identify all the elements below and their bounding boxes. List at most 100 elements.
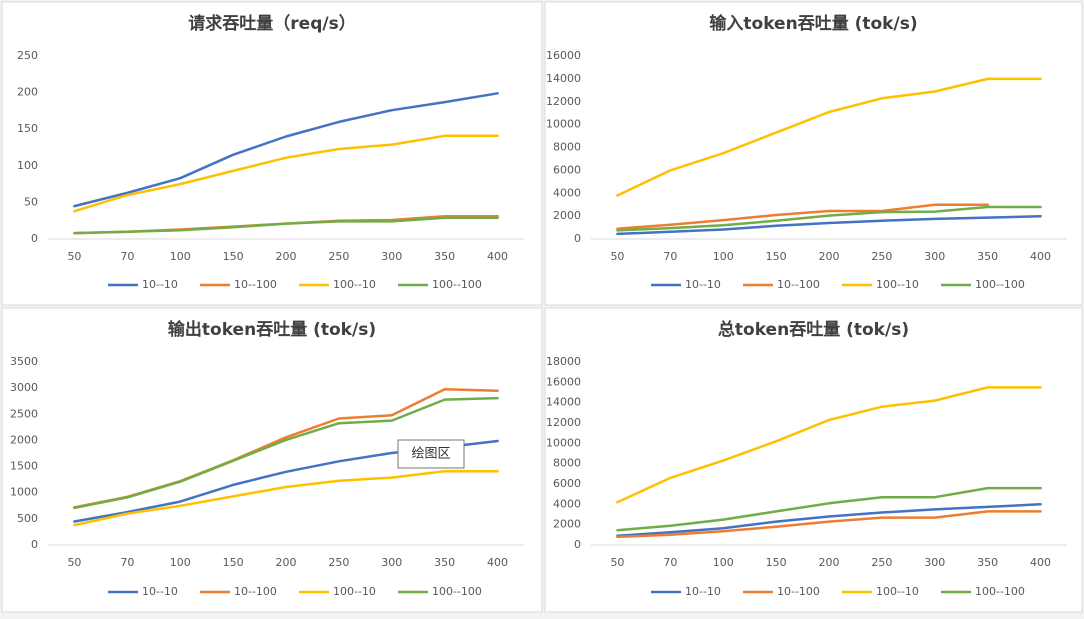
legend-label: 100--10 bbox=[876, 278, 919, 291]
x-tick-label: 70 bbox=[663, 556, 677, 569]
x-tick-label: 350 bbox=[977, 250, 998, 263]
x-tick-label: 300 bbox=[381, 250, 402, 263]
y-tick-label: 12000 bbox=[546, 95, 581, 108]
y-tick-label: 50 bbox=[24, 195, 38, 208]
y-tick-label: 2000 bbox=[10, 433, 38, 446]
y-tick-label: 2000 bbox=[553, 209, 581, 222]
legend-label: 100--100 bbox=[975, 585, 1025, 598]
legend-label: 10--100 bbox=[777, 278, 820, 291]
x-tick-label: 250 bbox=[871, 250, 892, 263]
x-tick-label: 50 bbox=[610, 250, 624, 263]
legend-label: 10--10 bbox=[685, 585, 721, 598]
y-tick-label: 150 bbox=[17, 122, 38, 135]
y-tick-label: 16000 bbox=[546, 49, 581, 62]
y-tick-label: 10000 bbox=[546, 436, 581, 449]
x-tick-label: 250 bbox=[328, 556, 349, 569]
y-tick-label: 16000 bbox=[546, 375, 581, 388]
y-tick-label: 1000 bbox=[10, 486, 38, 499]
chart-title: 输入token吞吐量 (tok/s) bbox=[709, 13, 917, 34]
series-line bbox=[616, 77, 1042, 197]
x-tick-label: 100 bbox=[713, 250, 734, 263]
x-tick-label: 200 bbox=[276, 250, 297, 263]
y-tick-label: 3500 bbox=[10, 355, 38, 368]
legend-label: 100--10 bbox=[333, 585, 376, 598]
chart-panel: 输入token吞吐量 (tok/s) 0 2000 4000 6000 8000 10000… bbox=[544, 1, 1083, 306]
x-tick-label: 70 bbox=[663, 250, 677, 263]
tooltip-box bbox=[397, 439, 465, 469]
legend-label: 100--100 bbox=[975, 278, 1025, 291]
series-line bbox=[616, 503, 1042, 538]
series-line bbox=[73, 216, 499, 235]
series-line bbox=[616, 205, 1042, 232]
y-tick-label: 2000 bbox=[553, 518, 581, 531]
chart-panel: 总token吞吐量 (tok/s) 0 2000 4000 6000 8000 10000 1… bbox=[544, 307, 1083, 613]
x-tick-label: 150 bbox=[766, 556, 787, 569]
y-tick-label: 0 bbox=[574, 232, 581, 245]
y-tick-label: 0 bbox=[574, 538, 581, 551]
legend-label: 100--100 bbox=[432, 585, 482, 598]
y-tick-label: 14000 bbox=[546, 72, 581, 85]
x-tick-label: 300 bbox=[924, 556, 945, 569]
x-tick-label: 350 bbox=[434, 556, 455, 569]
y-tick-label: 18000 bbox=[546, 355, 581, 368]
x-tick-label: 400 bbox=[1030, 556, 1051, 569]
chart-title: 输出token吞吐量 (tok/s) bbox=[168, 319, 376, 340]
y-tick-label: 2500 bbox=[10, 407, 38, 420]
series-line bbox=[616, 203, 989, 230]
x-tick-label: 400 bbox=[487, 556, 508, 569]
x-tick-label: 150 bbox=[223, 556, 244, 569]
series-line bbox=[616, 214, 1042, 236]
x-tick-label: 400 bbox=[487, 250, 508, 263]
tooltip-text: 绘图区 bbox=[411, 447, 450, 462]
legend-label: 10--10 bbox=[142, 585, 178, 598]
x-tick-label: 100 bbox=[170, 556, 191, 569]
legend-label: 100--10 bbox=[876, 585, 919, 598]
y-tick-label: 8000 bbox=[553, 141, 581, 154]
y-tick-label: 10000 bbox=[546, 118, 581, 131]
x-tick-label: 300 bbox=[924, 250, 945, 263]
x-tick-label: 50 bbox=[610, 556, 624, 569]
y-tick-label: 250 bbox=[17, 49, 38, 62]
x-tick-label: 50 bbox=[67, 250, 81, 263]
x-tick-label: 300 bbox=[381, 556, 402, 569]
panel-background bbox=[544, 1, 1083, 306]
y-tick-label: 4000 bbox=[553, 497, 581, 510]
y-tick-label: 8000 bbox=[553, 457, 581, 470]
legend-label: 10--100 bbox=[234, 585, 277, 598]
y-tick-label: 14000 bbox=[546, 396, 581, 409]
series-line bbox=[616, 510, 1042, 539]
x-tick-label: 350 bbox=[434, 250, 455, 263]
x-tick-label: 250 bbox=[328, 250, 349, 263]
panel-background bbox=[1, 1, 543, 306]
x-tick-label: 150 bbox=[223, 250, 244, 263]
y-tick-label: 3000 bbox=[10, 381, 38, 394]
y-tick-label: 12000 bbox=[546, 416, 581, 429]
chart-title: 请求吞吐量（req/s） bbox=[188, 13, 355, 34]
chart-panel: 输出token吞吐量 (tok/s) 0 500 1000 1500 2000 2500 30… bbox=[1, 307, 543, 613]
x-tick-label: 200 bbox=[819, 250, 840, 263]
y-tick-label: 200 bbox=[17, 86, 38, 99]
x-tick-label: 100 bbox=[713, 556, 734, 569]
series-line bbox=[616, 386, 1042, 504]
x-tick-label: 200 bbox=[276, 556, 297, 569]
legend-label: 10--10 bbox=[142, 278, 178, 291]
x-tick-label: 100 bbox=[170, 250, 191, 263]
chart-title: 总token吞吐量 (tok/s) bbox=[718, 319, 909, 340]
legend-label: 100--100 bbox=[432, 278, 482, 291]
series-line bbox=[73, 134, 499, 213]
y-tick-label: 6000 bbox=[553, 477, 581, 490]
legend-label: 100--10 bbox=[333, 278, 376, 291]
x-tick-label: 250 bbox=[871, 556, 892, 569]
y-tick-label: 0 bbox=[31, 538, 38, 551]
x-tick-label: 200 bbox=[819, 556, 840, 569]
y-tick-label: 0 bbox=[31, 232, 38, 245]
legend-label: 10--10 bbox=[685, 278, 721, 291]
x-tick-label: 70 bbox=[120, 556, 134, 569]
x-tick-label: 70 bbox=[120, 250, 134, 263]
y-tick-label: 6000 bbox=[553, 163, 581, 176]
x-tick-label: 350 bbox=[977, 556, 998, 569]
y-tick-label: 100 bbox=[17, 159, 38, 172]
series-line bbox=[73, 470, 499, 527]
y-tick-label: 500 bbox=[17, 512, 38, 525]
